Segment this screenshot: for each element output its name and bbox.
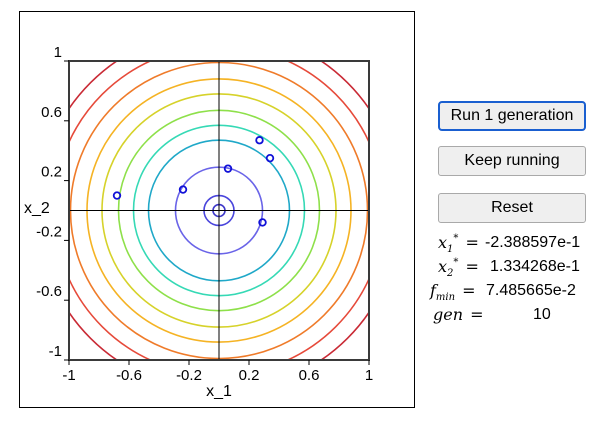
- population-point-2: [178, 185, 188, 194]
- keep-running-button[interactable]: Keep running: [438, 146, 586, 176]
- population-point-3: [223, 164, 233, 173]
- contour-plot: -1 -0.6 -0.2 0.2 0.6 1 1 0.6 0.2 -0.2 -0.6 -1 x_1 x…: [24, 44, 373, 400]
- fmin-result-row: fmin = 7.485665e-2: [430, 281, 611, 305]
- x-tick-label-6: 1: [365, 367, 373, 384]
- population-point-5: [265, 153, 275, 163]
- gen-result-row: gen = 10: [430, 305, 611, 329]
- population-point-1: [112, 191, 122, 200]
- x-tick-label-4: 0.2: [239, 367, 260, 384]
- gen-result-value: 10: [533, 306, 551, 323]
- x2-result-value: 1.334268e-1: [490, 258, 580, 275]
- plot-panel: -1 -0.6 -0.2 0.2 0.6 1 1 0.6 0.2 -0.2 -0.6 -1 x_1 x…: [19, 11, 415, 408]
- x-tick-label-5: 0.6: [299, 367, 320, 384]
- y-tick-label-5: -0.6: [36, 283, 62, 300]
- population-points: [112, 136, 275, 227]
- y-axis-label: x_2: [24, 200, 50, 217]
- reset-button[interactable]: Reset: [438, 193, 586, 223]
- axis-ticks: -1 -0.6 -0.2 0.2 0.6 1 1 0.6 0.2 -0.2 -0.6 -1: [36, 44, 373, 384]
- y-tick-label-2: 0.6: [41, 104, 62, 121]
- fmin-result-value: 7.485665e-2: [486, 282, 576, 299]
- y-tick-label-1: 1: [54, 44, 62, 61]
- y-tick-label-4: -0.2: [36, 223, 62, 240]
- x2-star-symbol: x2* =: [438, 256, 479, 280]
- x-tick-label-2: -0.6: [116, 367, 142, 384]
- x-axis-label: x_1: [206, 383, 232, 400]
- x1-result-value: -2.388597e-1: [485, 234, 581, 251]
- y-tick-label-3: 0.2: [41, 164, 62, 181]
- x2-result-row: x2* = 1.334268e-1: [430, 257, 611, 281]
- results-panel: x1* = -2.388597e-1 x2* = 1.334268e-1 fmi…: [430, 233, 611, 329]
- run-1-generation-button[interactable]: Run 1 generation: [438, 101, 586, 131]
- gen-symbol: gen =: [433, 305, 484, 324]
- x1-star-symbol: x1* =: [438, 232, 479, 256]
- x-tick-label-1: -1: [62, 367, 75, 384]
- plot-border: [68, 60, 370, 361]
- x1-result-row: x1* = -2.388597e-1: [430, 233, 611, 257]
- x-tick-label-3: -0.2: [176, 367, 202, 384]
- population-point-4: [255, 136, 264, 145]
- population-point-6: [258, 218, 267, 227]
- y-tick-label-6: -1: [49, 343, 62, 360]
- fmin-symbol: fmin =: [430, 281, 476, 304]
